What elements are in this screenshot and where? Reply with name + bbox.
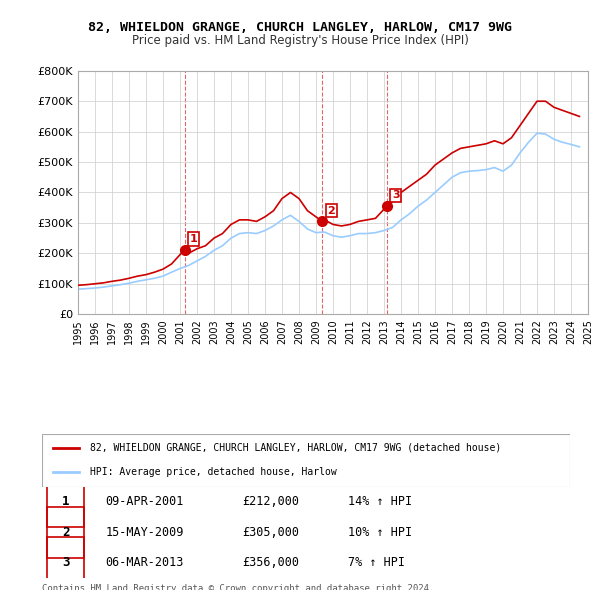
Text: HPI: Average price, detached house, Harlow: HPI: Average price, detached house, Harl… [89, 467, 336, 477]
Text: 2: 2 [62, 526, 70, 539]
Text: Price paid vs. HM Land Registry's House Price Index (HPI): Price paid vs. HM Land Registry's House … [131, 34, 469, 47]
Text: 06-MAR-2013: 06-MAR-2013 [106, 556, 184, 569]
Text: 82, WHIELDON GRANGE, CHURCH LANGLEY, HARLOW, CM17 9WG: 82, WHIELDON GRANGE, CHURCH LANGLEY, HAR… [88, 21, 512, 34]
Text: Contains HM Land Registry data © Crown copyright and database right 2024.: Contains HM Land Registry data © Crown c… [42, 584, 434, 590]
Bar [47, 537, 84, 588]
Text: 7% ↑ HPI: 7% ↑ HPI [348, 556, 405, 569]
Text: £305,000: £305,000 [242, 526, 299, 539]
Text: 3: 3 [62, 556, 70, 569]
Text: 14% ↑ HPI: 14% ↑ HPI [348, 496, 412, 509]
Text: 15-MAY-2009: 15-MAY-2009 [106, 526, 184, 539]
Bar [47, 477, 84, 527]
Bar [47, 507, 84, 558]
Text: 82, WHIELDON GRANGE, CHURCH LANGLEY, HARLOW, CM17 9WG (detached house): 82, WHIELDON GRANGE, CHURCH LANGLEY, HAR… [89, 443, 501, 453]
Text: 10% ↑ HPI: 10% ↑ HPI [348, 526, 412, 539]
Text: £356,000: £356,000 [242, 556, 299, 569]
Text: 1: 1 [62, 496, 70, 509]
Text: 09-APR-2001: 09-APR-2001 [106, 496, 184, 509]
Text: 3: 3 [392, 190, 400, 200]
Text: £212,000: £212,000 [242, 496, 299, 509]
Text: 2: 2 [328, 206, 335, 216]
Text: 1: 1 [190, 234, 197, 244]
